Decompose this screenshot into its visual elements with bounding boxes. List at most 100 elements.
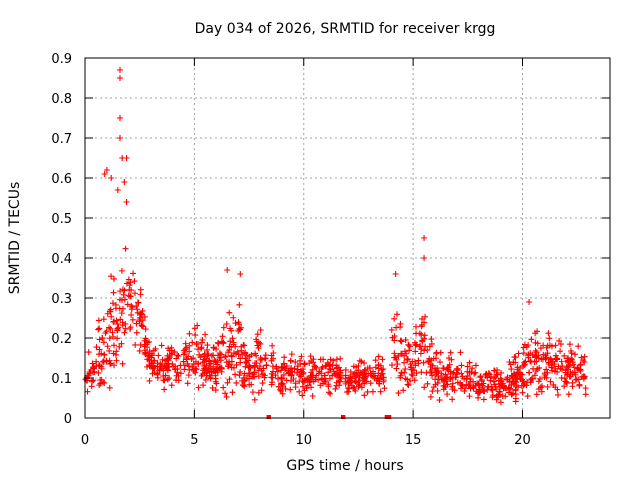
data-point: [475, 382, 482, 389]
data-point: [356, 382, 363, 389]
data-point: [165, 345, 172, 352]
data-point: [480, 396, 487, 403]
data-point: [200, 382, 207, 389]
data-point: [489, 394, 496, 401]
data-point: [242, 363, 249, 370]
data-point: [464, 363, 471, 370]
data-point: [427, 369, 434, 376]
data-point: [210, 344, 217, 351]
data-point: [136, 347, 143, 354]
data-point: [515, 350, 522, 357]
data-point: [202, 366, 209, 373]
data-point: [195, 346, 202, 353]
data-point: [192, 332, 199, 339]
data-point: [533, 358, 540, 365]
data-point: [230, 364, 237, 371]
data-point: [388, 362, 395, 369]
data-point: [402, 375, 409, 382]
data-point: [263, 362, 270, 369]
data-point: [337, 355, 344, 362]
data-point: [101, 379, 108, 386]
data-point: [283, 377, 290, 384]
data-point: [182, 346, 189, 353]
data-point: [326, 375, 333, 382]
data-point: [395, 390, 402, 397]
data-point: [118, 340, 125, 347]
axis-ticks: [84, 57, 610, 419]
data-point: [251, 373, 258, 380]
data-point: [554, 355, 561, 362]
data-point: [104, 343, 111, 350]
data-point: [86, 369, 93, 376]
data-point: [551, 361, 558, 368]
data-point: [96, 351, 103, 358]
data-point: [404, 356, 411, 363]
data-point: [429, 372, 436, 379]
x-tick-label: 15: [405, 433, 422, 448]
data-points: [82, 67, 589, 419]
data-point: [117, 115, 123, 121]
data-point: [448, 356, 455, 363]
data-point: [134, 306, 141, 313]
data-point: [122, 325, 129, 332]
data-point: [409, 366, 416, 373]
data-point: [498, 376, 505, 383]
data-point: [95, 326, 102, 333]
data-point: [177, 370, 184, 377]
data-point: [213, 365, 220, 372]
data-point: [185, 363, 192, 370]
data-point: [107, 325, 114, 332]
data-point: [166, 364, 173, 371]
y-tick-label: 0.9: [51, 52, 72, 67]
data-point: [317, 382, 324, 389]
data-point: [561, 383, 568, 390]
data-point: [133, 329, 140, 336]
data-point: [185, 372, 192, 379]
data-point: [508, 366, 515, 373]
data-point: [288, 351, 295, 358]
data-point: [150, 347, 157, 354]
data-point: [345, 385, 352, 392]
data-point: [558, 358, 565, 365]
data-point: [241, 342, 248, 349]
data-point: [232, 371, 239, 378]
data-point: [173, 372, 180, 379]
data-point: [134, 309, 141, 316]
data-point: [96, 325, 103, 332]
data-point: [194, 340, 201, 347]
data-point: [401, 359, 408, 366]
data-point: [136, 318, 143, 325]
data-point: [480, 388, 487, 395]
data-point: [472, 369, 479, 376]
data-point: [504, 374, 511, 381]
data-point: [412, 348, 419, 355]
data-point: [569, 359, 576, 366]
data-point: [582, 385, 589, 392]
data-point: [472, 362, 479, 369]
data-point: [307, 372, 314, 379]
data-point: [397, 374, 404, 381]
data-point: [146, 348, 153, 355]
data-point: [113, 357, 120, 364]
data-point: [428, 336, 435, 343]
data-point: [544, 383, 551, 390]
data-point: [393, 365, 400, 372]
data-point: [218, 351, 225, 358]
data-point: [576, 382, 583, 389]
data-point: [491, 375, 498, 382]
data-point: [118, 267, 125, 274]
data-point: [552, 342, 559, 349]
data-point: [309, 392, 316, 399]
data-point: [110, 275, 117, 282]
data-point: [100, 358, 107, 365]
data-point: [301, 360, 308, 367]
data-point: [300, 379, 307, 386]
data-point: [232, 343, 239, 350]
data-point: [476, 389, 483, 396]
data-point: [219, 333, 226, 340]
data-point: [497, 399, 504, 406]
data-point: [280, 360, 287, 367]
data-point: [122, 245, 129, 252]
data-point: [120, 291, 127, 298]
data-point: [141, 313, 148, 320]
